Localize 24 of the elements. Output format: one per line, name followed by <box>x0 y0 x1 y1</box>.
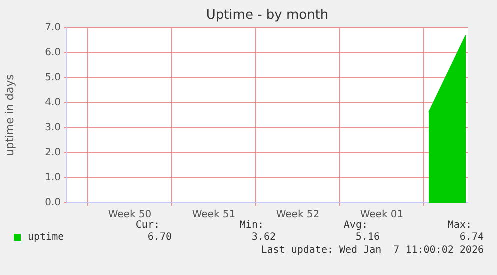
x-tick-label: Week 01 <box>360 210 404 221</box>
x-tick-label: Week 52 <box>276 210 320 221</box>
y-tick-label: 4.0 <box>45 98 61 109</box>
text: Min: <box>240 220 264 231</box>
legend-label: uptime <box>28 232 64 243</box>
text: 5.16 <box>356 232 380 243</box>
text: 6.74 <box>460 232 484 243</box>
text: 3.62 <box>252 232 276 243</box>
chart-title: Uptime - by month <box>205 8 330 23</box>
y-tick-label: 5.0 <box>45 72 61 84</box>
text: Avg: <box>344 220 368 231</box>
y-tick-label: 7.0 <box>45 22 61 34</box>
y-tick-label: 2.0 <box>45 148 61 159</box>
text: Last update: Wed Jan 7 11:00:02 2026 <box>261 245 484 256</box>
y-tick-label: 6.0 <box>45 48 61 59</box>
text: Max: <box>448 220 472 231</box>
y-tick-label: 0.0 <box>45 198 61 209</box>
y-tick-label: 1.0 <box>45 172 61 184</box>
y-tick-label: 3.0 <box>45 122 61 134</box>
x-tick-label: Week 51 <box>192 210 236 221</box>
text: Cur: <box>136 220 160 231</box>
x-tick-label: Week 50 <box>108 210 152 221</box>
text: 6.70 <box>148 232 172 243</box>
y-axis-title: uptime in days <box>3 74 16 156</box>
